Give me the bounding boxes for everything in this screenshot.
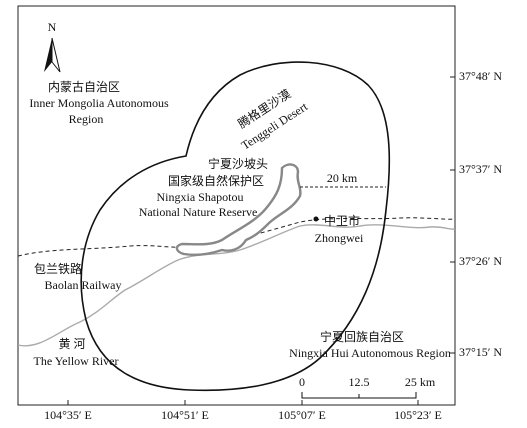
- label: Region: [69, 112, 104, 126]
- label: 中卫市: [324, 213, 360, 228]
- label: 内蒙古自治区: [48, 79, 120, 94]
- label: The Yellow River: [34, 354, 119, 368]
- latitude-label: 37°15′ N: [459, 345, 502, 359]
- label: National Nature Reserve: [139, 205, 258, 219]
- latitude-label: 37°26′ N: [459, 254, 502, 268]
- nature-reserve: [175, 163, 302, 256]
- north-arrow: [44, 38, 52, 72]
- longitude-label: 104°51′ E: [161, 408, 209, 422]
- longitude-label: 104°35′ E: [44, 408, 92, 422]
- label: 宁夏沙坡头: [208, 156, 268, 171]
- latitude-label: 37°37′ N: [459, 162, 502, 176]
- scale-label: 12.5: [349, 375, 370, 389]
- scale-label: 0: [299, 375, 305, 389]
- longitude-label: 105°23′ E: [394, 408, 442, 422]
- scale-bar: [301, 392, 417, 399]
- label: 黄 河: [58, 337, 85, 351]
- label: 20 km: [327, 171, 358, 185]
- label: 国家级自然保护区: [168, 173, 264, 188]
- longitude-label: 105°07′ E: [278, 408, 326, 422]
- ticks: [67, 76, 455, 405]
- label: Baolan Railway: [45, 278, 122, 292]
- label: Inner Mongolia Autonomous: [29, 96, 169, 110]
- label: 包兰铁路: [34, 261, 82, 276]
- label: Zhongwei: [315, 231, 364, 245]
- city-point: [313, 216, 319, 222]
- label: Ningxia Shapotou: [157, 190, 244, 204]
- label: Ningxia Hui Autonomous Region: [289, 346, 451, 360]
- north-label: N: [48, 20, 57, 34]
- scale-label: 25 km: [405, 375, 436, 389]
- map-frame: [17, 5, 456, 406]
- label: 宁夏回族自治区: [320, 329, 404, 344]
- yellow-river: [17, 224, 456, 347]
- buffer-zone: [80, 61, 391, 392]
- north-arrow-outline: [51, 37, 61, 73]
- latitude-label: 37°48′ N: [459, 69, 502, 83]
